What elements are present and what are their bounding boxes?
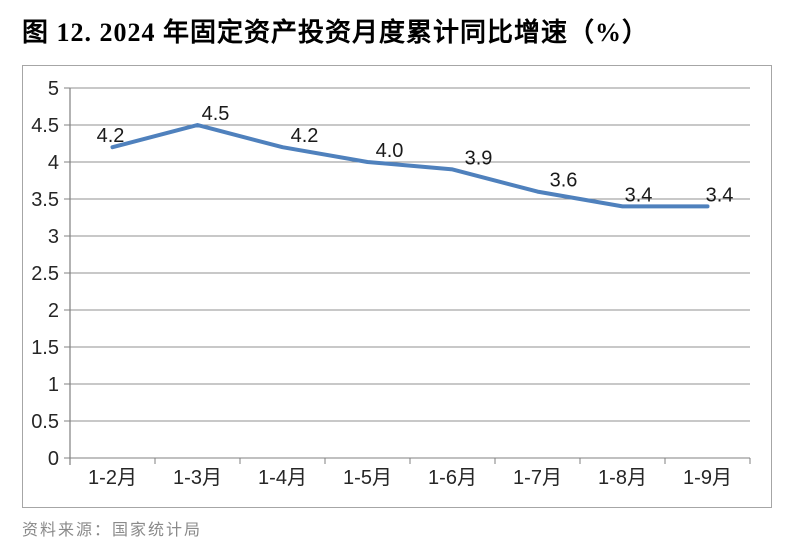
x-tick-label: 1-8月 — [598, 467, 647, 489]
x-tick-label: 1-2月 — [88, 467, 137, 489]
data-label: 3.6 — [550, 170, 578, 192]
y-tick-label: 2.5 — [31, 263, 59, 285]
series-line — [110, 123, 710, 209]
y-tick-label: 0 — [48, 448, 59, 470]
y-tick-label: 1 — [48, 374, 59, 396]
x-tick-label: 1-9月 — [683, 467, 732, 489]
y-tick-label: 1.5 — [31, 337, 59, 359]
data-label: 4.2 — [291, 125, 319, 147]
x-tick-label: 1-7月 — [513, 467, 562, 489]
source-note: 资料来源：国家统计局 — [22, 522, 203, 539]
x-tick-label: 1-5月 — [343, 467, 392, 489]
data-label: 3.4 — [706, 184, 734, 206]
y-tick-label: 4 — [48, 152, 59, 174]
y-tick-label: 4.5 — [31, 115, 59, 137]
y-tick-label: 0.5 — [31, 411, 59, 433]
y-tick-label: 3 — [48, 226, 59, 248]
data-label: 3.4 — [625, 184, 653, 206]
y-tick-label: 2 — [48, 300, 59, 322]
y-tick-label: 5 — [48, 78, 59, 100]
data-label: 4.0 — [376, 140, 404, 162]
y-tick-label: 3.5 — [31, 189, 59, 211]
data-label: 4.2 — [97, 125, 125, 147]
chart-container: 0 0.5 1 1.5 2 2.5 3 3.5 4 4.5 5 1-2月 1-3月 1-4月 1-5月 1-6… — [22, 65, 772, 508]
chart-svg: 0 0.5 1 1.5 2 2.5 3 3.5 4 4.5 5 1-2月 1-3月 1-4月 1-5月 1-6… — [31, 78, 751, 489]
x-tick-label: 1-6月 — [428, 467, 477, 489]
data-label: 4.5 — [202, 103, 230, 125]
chart-title: 图 12. 2024 年固定资产投资月度累计同比增速（%） — [22, 18, 650, 47]
data-label: 3.9 — [465, 147, 493, 169]
x-tick-label: 1-3月 — [173, 467, 222, 489]
x-tick-label: 1-4月 — [258, 467, 307, 489]
